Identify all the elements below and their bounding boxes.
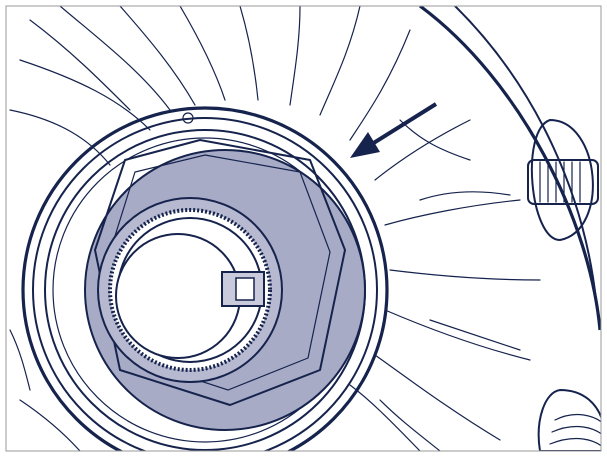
hex-nut [94,139,346,406]
ring-2 [32,117,378,451]
rim-edge [419,6,601,331]
hex-nut-inner [109,154,331,391]
rim-inner [454,6,597,301]
outer-ring [21,106,389,451]
hub-drawing [9,6,601,451]
stud-upper [527,119,599,241]
arrow [350,102,438,158]
screw [182,112,194,124]
frame [5,5,602,452]
spokes [9,6,541,451]
lock-tab-slot [235,277,255,301]
